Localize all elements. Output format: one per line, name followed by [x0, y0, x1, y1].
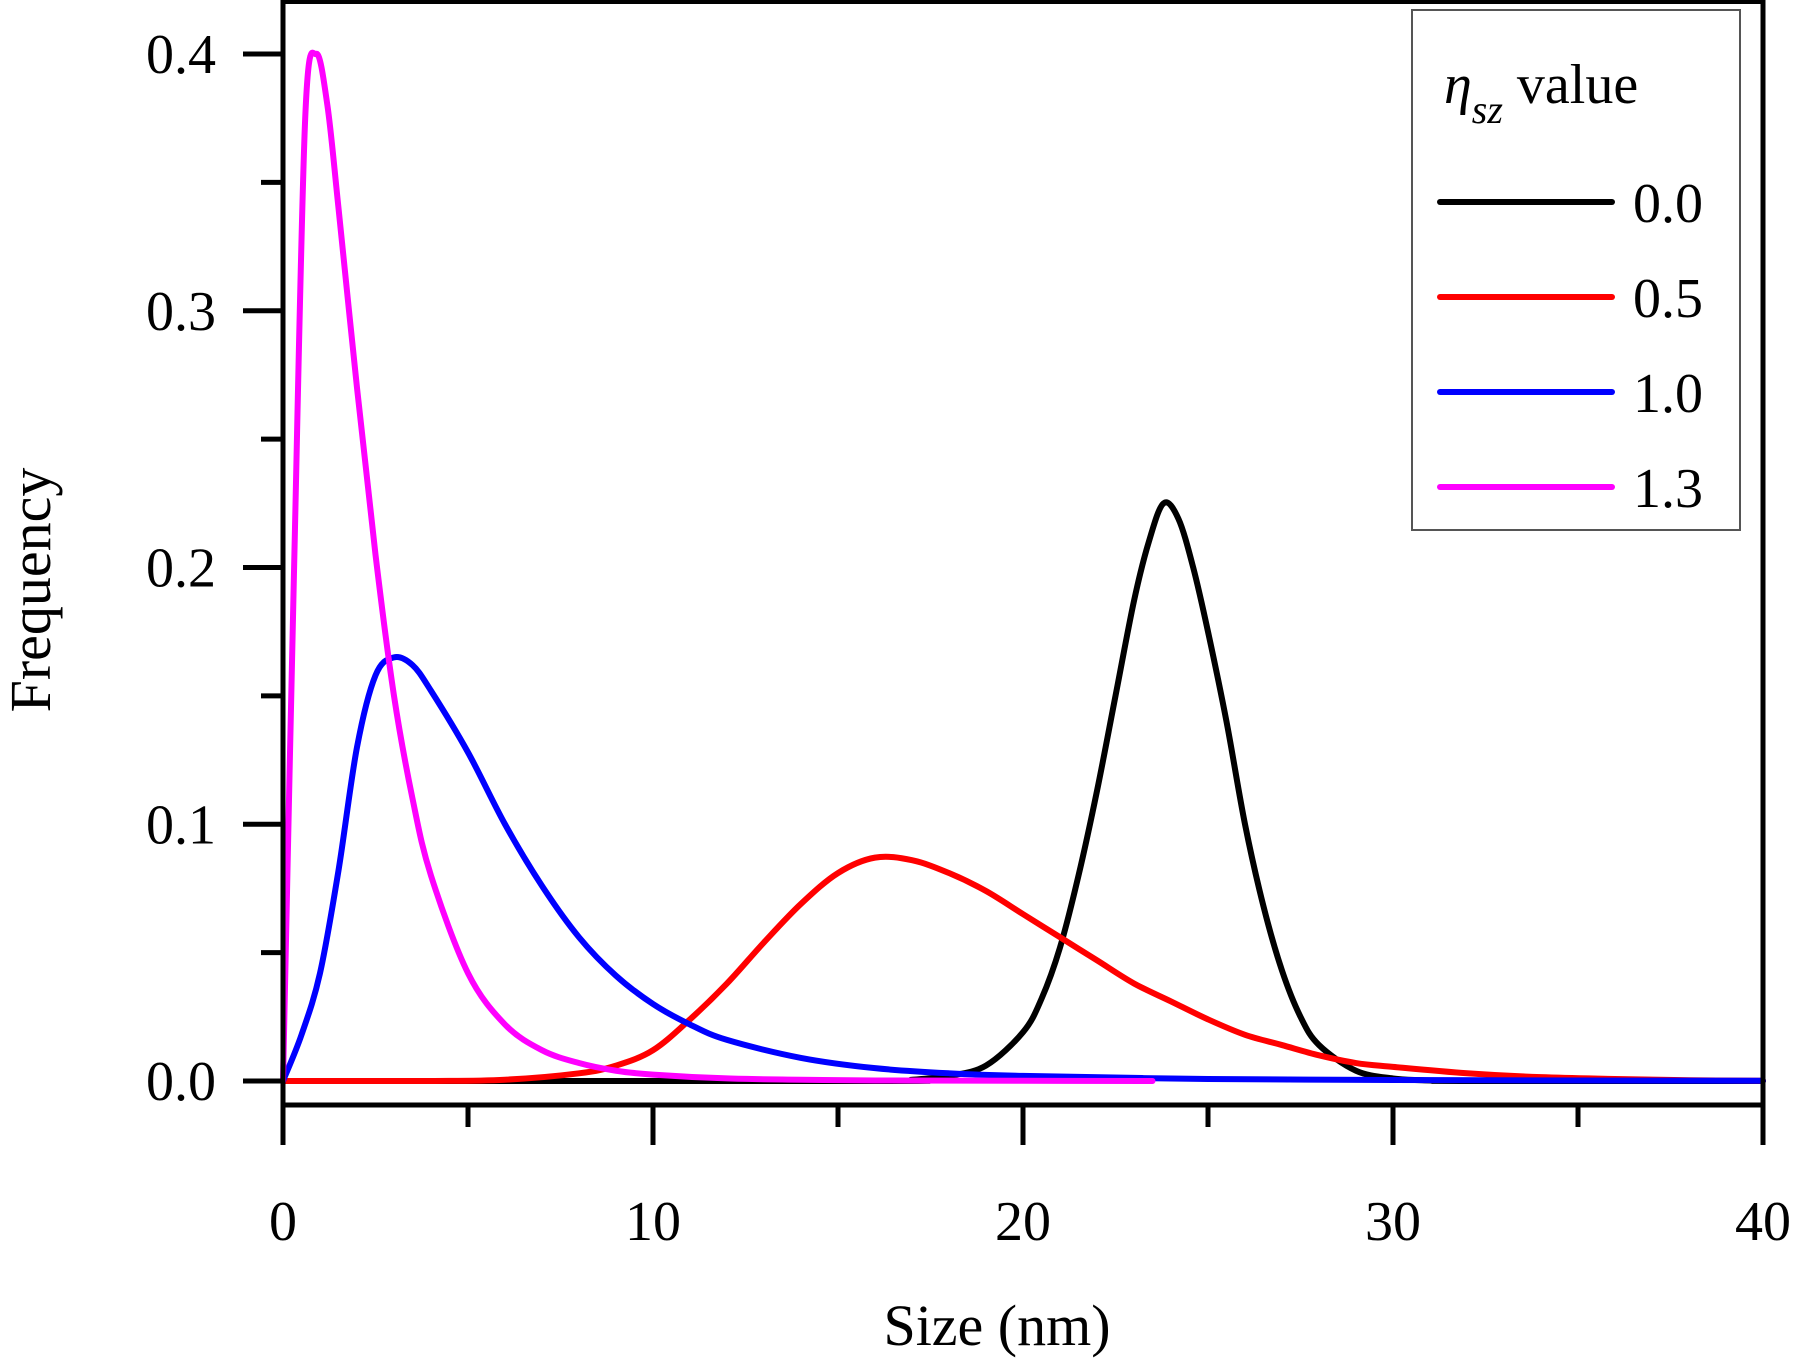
- x-tick-label: 20: [995, 1191, 1051, 1253]
- y-tick-label: 0.2: [146, 538, 216, 600]
- series-line-1-0: [280, 653, 1766, 1084]
- legend-box: [1411, 9, 1741, 531]
- legend-title: ηsz value: [1444, 54, 1638, 132]
- legend-label: 1.0: [1633, 363, 1703, 425]
- legend-title-suffix: value: [1503, 54, 1638, 116]
- x-axis-title: Size (nm): [883, 1293, 1110, 1358]
- x-tick-label: 30: [1365, 1191, 1421, 1253]
- y-tick-label: 0.4: [146, 24, 216, 86]
- x-tick-label: 10: [625, 1191, 681, 1253]
- series-line-1-3: [280, 49, 1156, 1084]
- legend-label: 0.0: [1633, 173, 1703, 235]
- x-tick-label: 0: [269, 1191, 297, 1253]
- y-tick-label: 0.0: [146, 1051, 216, 1113]
- legend-title-subscript: sz: [1472, 87, 1504, 132]
- y-tick-label: 0.3: [146, 281, 216, 343]
- legend-label: 0.5: [1633, 268, 1703, 330]
- y-tick-label: 0.1: [146, 794, 216, 856]
- series-line-0-0: [280, 499, 1766, 1085]
- legend: ηsz value 0.0 0.5 1.0 1.3: [1411, 9, 1741, 531]
- x-tick-label: 40: [1735, 1191, 1791, 1253]
- curves-layer: [280, 49, 1766, 1085]
- series-line-0-5: [280, 853, 1766, 1085]
- y-axis-title: Frequency: [0, 468, 63, 713]
- legend-title-symbol: η: [1444, 54, 1472, 116]
- legend-label: 1.3: [1633, 458, 1703, 520]
